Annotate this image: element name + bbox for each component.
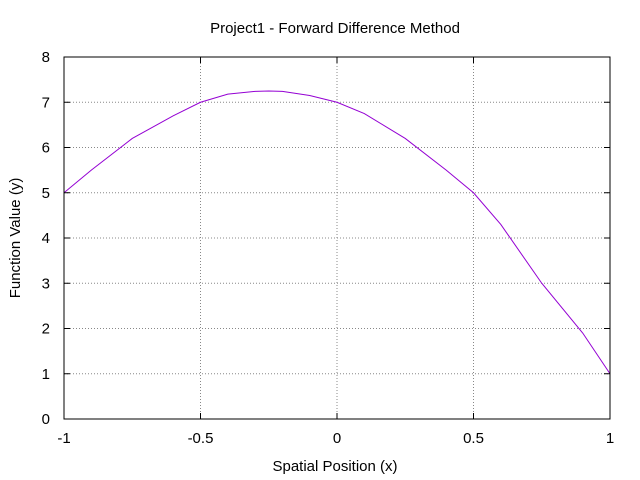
y-tick-label: 4 (42, 230, 50, 247)
y-tick-label: 6 (42, 140, 50, 157)
y-tick-label: 7 (42, 94, 50, 111)
y-tick-label: 1 (42, 366, 50, 383)
y-tick-label: 5 (42, 185, 50, 202)
x-tick-label: -1 (57, 430, 70, 447)
series-line (63, 90, 611, 375)
grid-lines (64, 57, 610, 419)
x-tick-label: -0.5 (188, 430, 214, 447)
x-tick-label: 1 (606, 430, 614, 447)
x-tick-label: 0 (333, 430, 341, 447)
tick-layer: -1 -0.5 0 0.5 1 0 1 2 3 4 5 6 7 8 (42, 49, 615, 447)
y-tick-label: 2 (42, 321, 50, 338)
y-tick-label: 3 (42, 275, 50, 292)
x-axis-label: Spatial Position (x) (272, 458, 397, 475)
series-layer (63, 90, 611, 375)
chart-title: Project1 - Forward Difference Method (210, 20, 460, 37)
y-tick-label: 0 (42, 411, 50, 428)
y-axis-label: Function Value (y) (7, 178, 24, 299)
x-tick-label: 0.5 (463, 430, 484, 447)
y-tick-label: 8 (42, 49, 50, 66)
